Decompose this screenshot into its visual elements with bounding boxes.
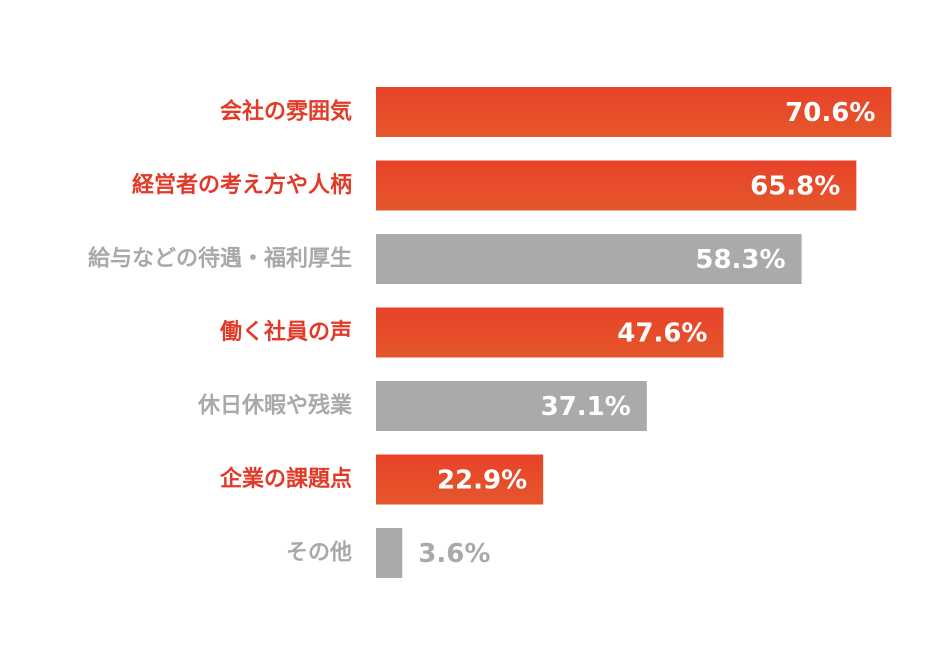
category-label: 会社の雰囲気 — [220, 99, 352, 125]
bar — [376, 307, 724, 358]
value-label: 3.6% — [418, 539, 490, 569]
value-label: 22.9% — [437, 466, 527, 496]
bar — [376, 234, 802, 284]
bar — [376, 381, 647, 431]
value-label: 58.3% — [695, 245, 785, 275]
value-label: 65.8% — [750, 172, 840, 202]
value-label: 47.6% — [617, 319, 707, 349]
value-label: 37.1% — [541, 392, 631, 422]
bar — [376, 87, 892, 137]
bar — [376, 160, 857, 211]
category-label: 経営者の考え方や人柄 — [132, 172, 352, 198]
value-label: 70.6% — [785, 98, 875, 128]
category-label: 休日休暇や残業 — [197, 393, 353, 419]
category-label: 働く社員の声 — [219, 319, 352, 345]
category-label: その他 — [286, 541, 352, 566]
category-label: 給与などの待遇・福利厚生 — [88, 246, 352, 272]
category-label: 企業の課題点 — [219, 466, 352, 492]
bar — [376, 454, 544, 505]
bar — [376, 528, 403, 578]
